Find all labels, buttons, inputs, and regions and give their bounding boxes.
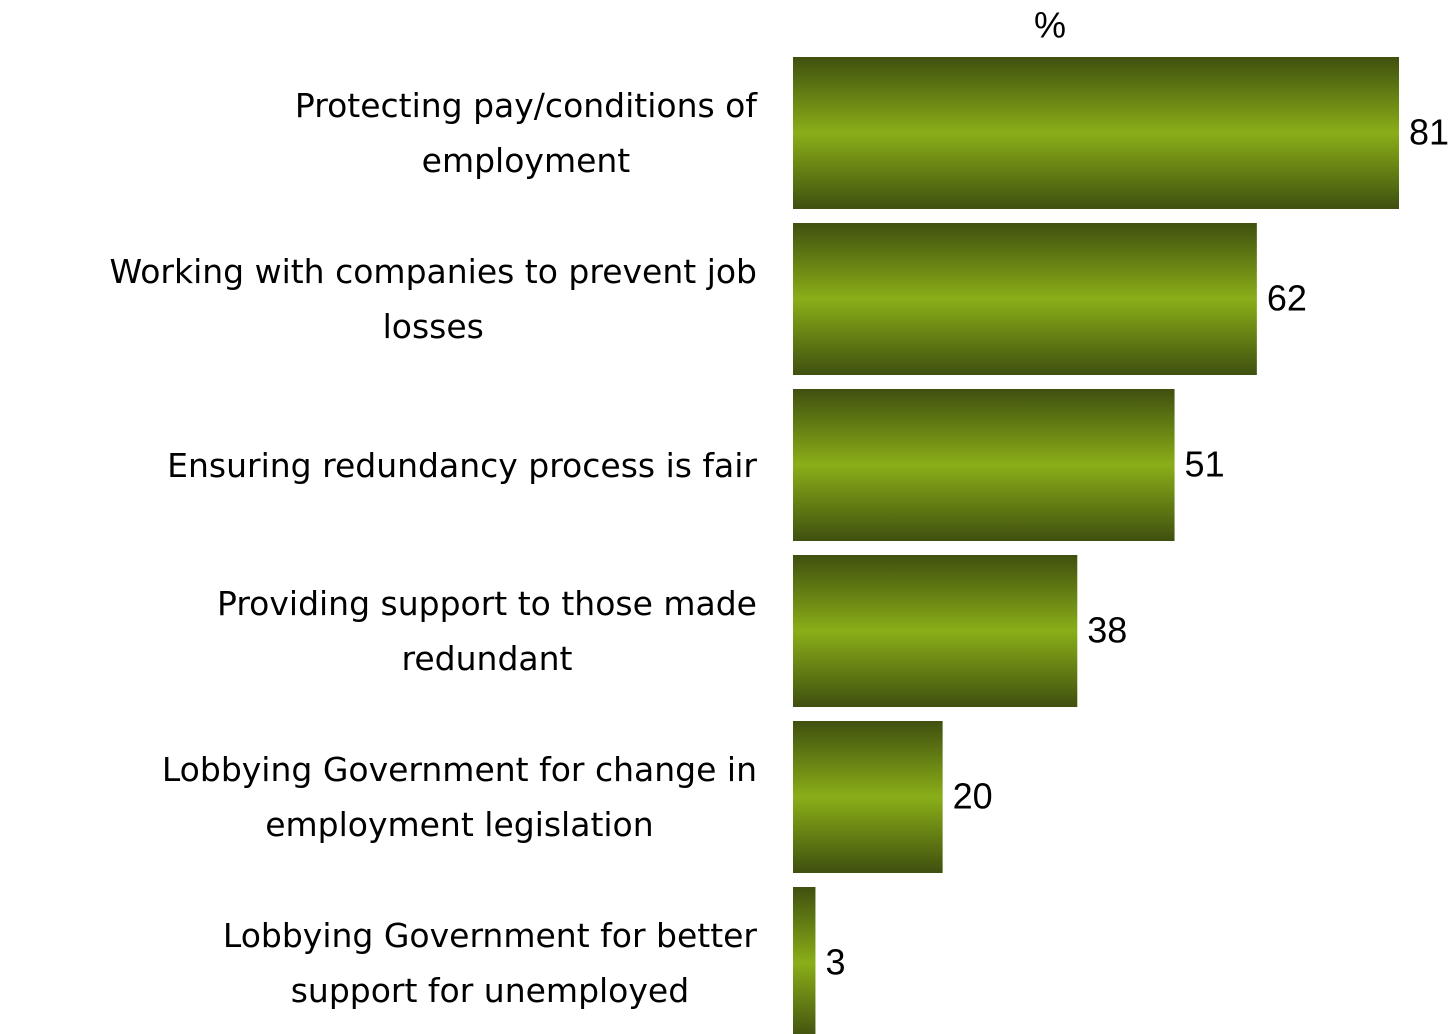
bar	[793, 223, 1257, 375]
category-label: Lobbying Government for better support f…	[222, 916, 757, 1010]
value-label: 51	[1185, 444, 1225, 485]
bar	[793, 555, 1078, 707]
category-label-box: Providing support to those made redundan…	[0, 576, 757, 686]
value-label: 62	[1267, 278, 1307, 319]
category-label: Working with companies to prevent job lo…	[109, 252, 758, 346]
bar	[793, 887, 816, 1034]
value-label: 20	[953, 776, 993, 817]
category-label: Ensuring redundancy process is fair	[167, 445, 757, 485]
category-label: Lobbying Government for change in employ…	[161, 750, 757, 844]
bar	[793, 389, 1175, 541]
axis-unit-label: %	[1034, 5, 1066, 46]
category-label-box: Protecting pay/conditions of employment	[0, 78, 757, 188]
bar	[793, 721, 943, 873]
value-label: 81	[1409, 112, 1449, 153]
value-label: 3	[825, 942, 845, 983]
category-label-box: Ensuring redundancy process is fair	[0, 438, 757, 493]
category-label-box: Working with companies to prevent job lo…	[0, 244, 758, 354]
category-label: Protecting pay/conditions of employment	[294, 86, 757, 180]
category-label: Providing support to those made redundan…	[217, 584, 757, 678]
bar	[793, 57, 1399, 209]
category-label-box: Lobbying Government for better support f…	[0, 908, 757, 1018]
value-label: 38	[1087, 610, 1127, 651]
category-label-box: Lobbying Government for change in employ…	[0, 742, 757, 852]
